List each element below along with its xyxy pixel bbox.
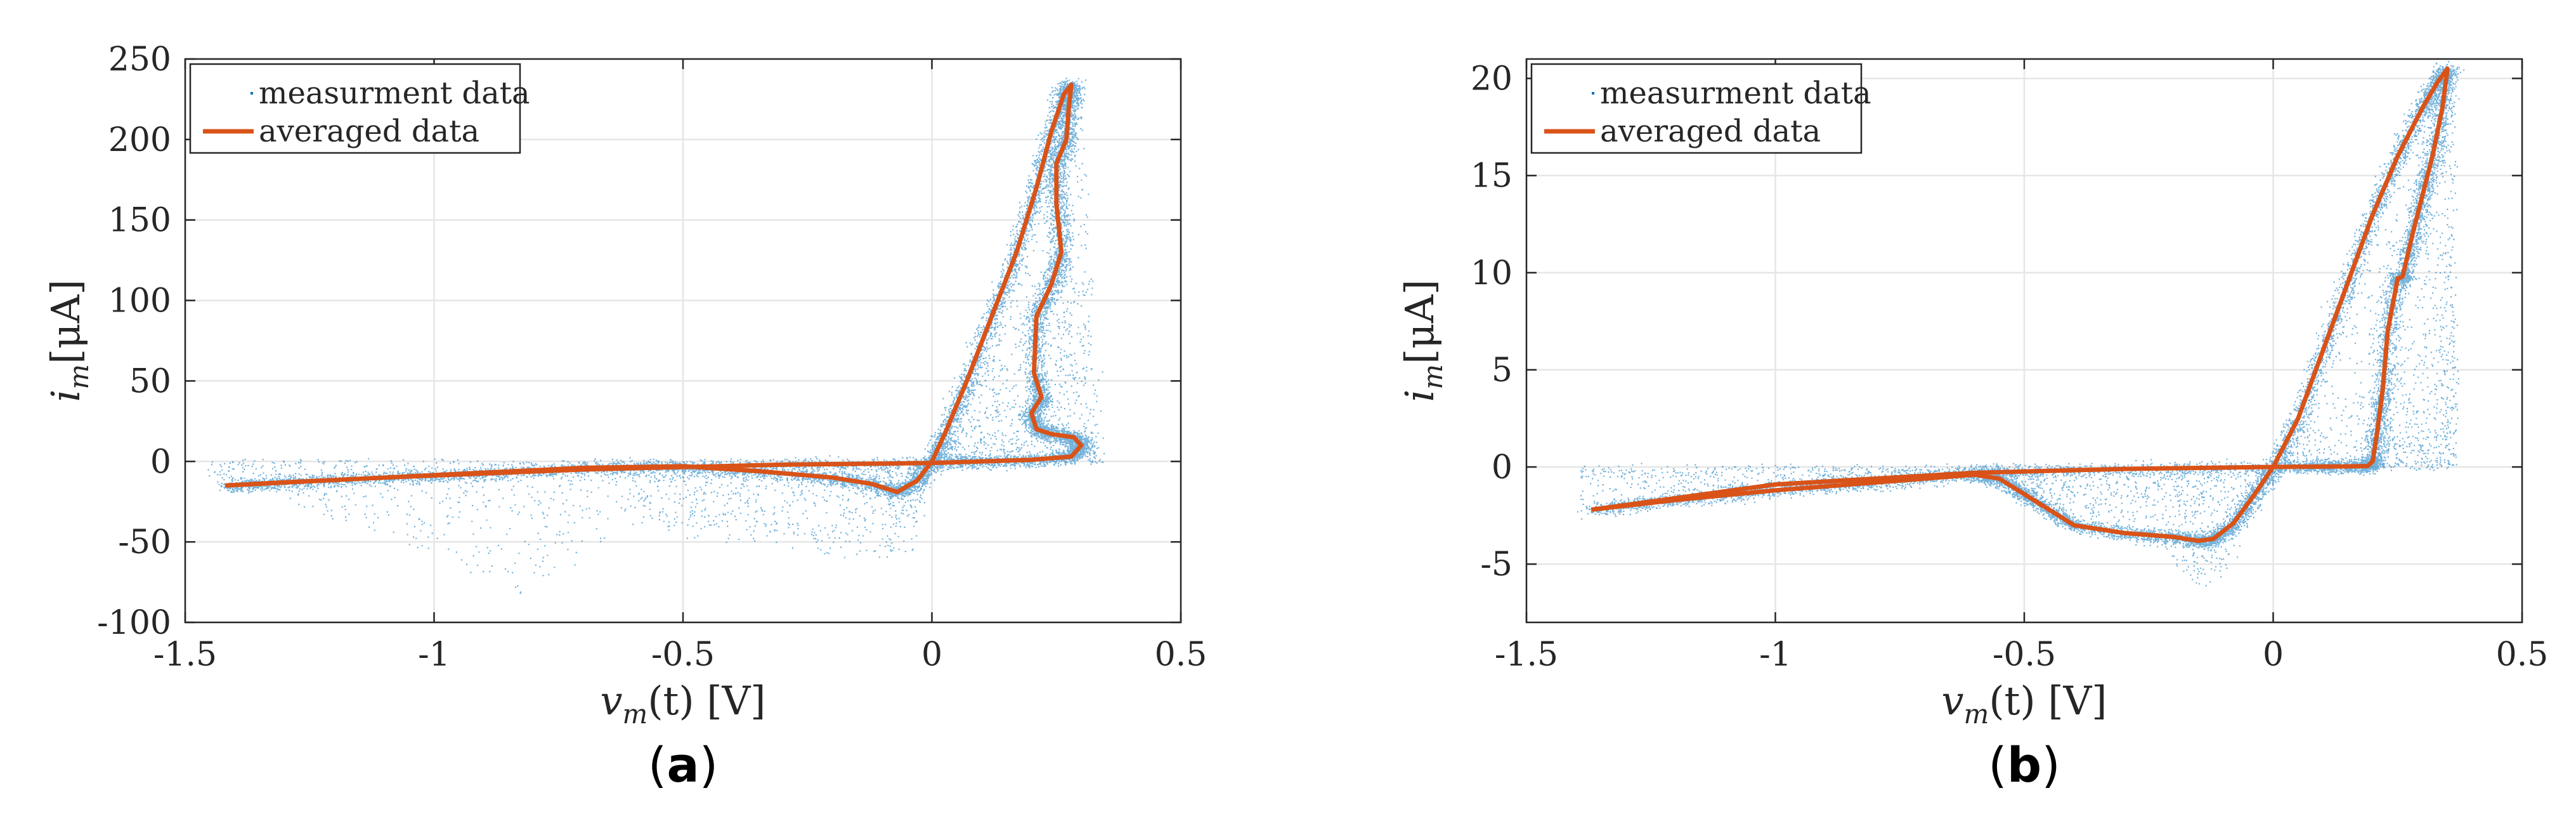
y-tick-label: 50 xyxy=(129,362,171,400)
x-axis-label-var: v xyxy=(1941,678,1963,724)
legend-marker-measurement xyxy=(250,92,253,95)
y-tick-label: 5 xyxy=(1492,351,1512,390)
panel-label-close: ) xyxy=(699,737,719,793)
averaged-line xyxy=(1590,66,2450,543)
legend-box xyxy=(189,63,521,154)
x-tick-label: 0 xyxy=(2263,636,2284,674)
y-tick-label: 0 xyxy=(1492,449,1512,487)
panel-label-a: (a) xyxy=(648,737,719,793)
y-tick-label: -100 xyxy=(97,604,171,642)
legend-label-averaged: averaged data xyxy=(259,114,479,149)
y-tick-label: 0 xyxy=(150,443,171,481)
legend-label-measurement: measurment data xyxy=(259,75,530,111)
y-axis-label-rest: [μA] xyxy=(1396,279,1443,364)
panel-label-open: ( xyxy=(1988,737,2007,793)
panel-label-letter: a xyxy=(667,737,699,793)
y-axis-label-var: i xyxy=(42,390,89,402)
x-tick-label: 0.5 xyxy=(1155,636,1207,674)
grid xyxy=(184,58,1182,624)
y-tick-label: 10 xyxy=(1471,254,1512,292)
y-axis-label-sub: m xyxy=(63,364,94,390)
y-tick-label: 20 xyxy=(1471,60,1512,98)
legend-box xyxy=(1530,63,1863,154)
y-axis-label: im[μA] xyxy=(1396,279,1448,402)
y-axis-label: im[μA] xyxy=(42,279,94,402)
legend-label-averaged: averaged data xyxy=(1600,114,1821,149)
y-tick-label: 100 xyxy=(108,282,171,320)
x-tick-label: -1 xyxy=(418,636,450,674)
x-tick-label: 0 xyxy=(921,636,942,674)
y-tick-label: -50 xyxy=(118,523,171,561)
x-tick-label: -0.5 xyxy=(1993,636,2056,674)
averaged-line xyxy=(224,82,1084,494)
legend-label-measurement: measurment data xyxy=(1600,75,1871,111)
x-axis-label-rest: (t) [V] xyxy=(647,678,765,724)
panel-label-letter: b xyxy=(2007,737,2041,793)
x-axis-label-var: v xyxy=(600,678,622,724)
panel-label-b: (b) xyxy=(1988,737,2060,793)
legend-marker-measurement xyxy=(1592,92,1594,95)
y-tick-label: 15 xyxy=(1471,157,1512,195)
x-tick-label: -1.5 xyxy=(153,636,217,674)
y-tick-label: 200 xyxy=(108,121,171,159)
x-tick-label: -0.5 xyxy=(651,636,715,674)
y-tick-label: -5 xyxy=(1480,546,1512,584)
y-axis-label-rest: [μA] xyxy=(42,279,89,364)
x-axis-label-sub: m xyxy=(1964,699,1989,730)
x-tick-label: 0.5 xyxy=(2496,636,2549,674)
x-axis-label: vm(t) [V] xyxy=(1941,678,2107,730)
x-axis-label: vm(t) [V] xyxy=(600,678,765,730)
panel-label-open: ( xyxy=(648,737,667,793)
y-axis-label-var: i xyxy=(1396,390,1443,402)
y-axis-label-sub: m xyxy=(1417,364,1448,390)
panel-label-close: ) xyxy=(2041,737,2060,793)
x-axis-label-rest: (t) [V] xyxy=(1989,678,2107,724)
x-axis-label-sub: m xyxy=(623,699,648,730)
y-tick-label: 150 xyxy=(108,202,171,240)
chart-panel-a: -1.5 -1 -0.5 0 0.5-100-50050100150200250vm(t… xyxy=(42,41,1207,793)
x-tick-label: -1.5 xyxy=(1495,636,1558,674)
x-tick-label: -1 xyxy=(1759,636,1792,674)
y-tick-label: 250 xyxy=(108,41,171,79)
